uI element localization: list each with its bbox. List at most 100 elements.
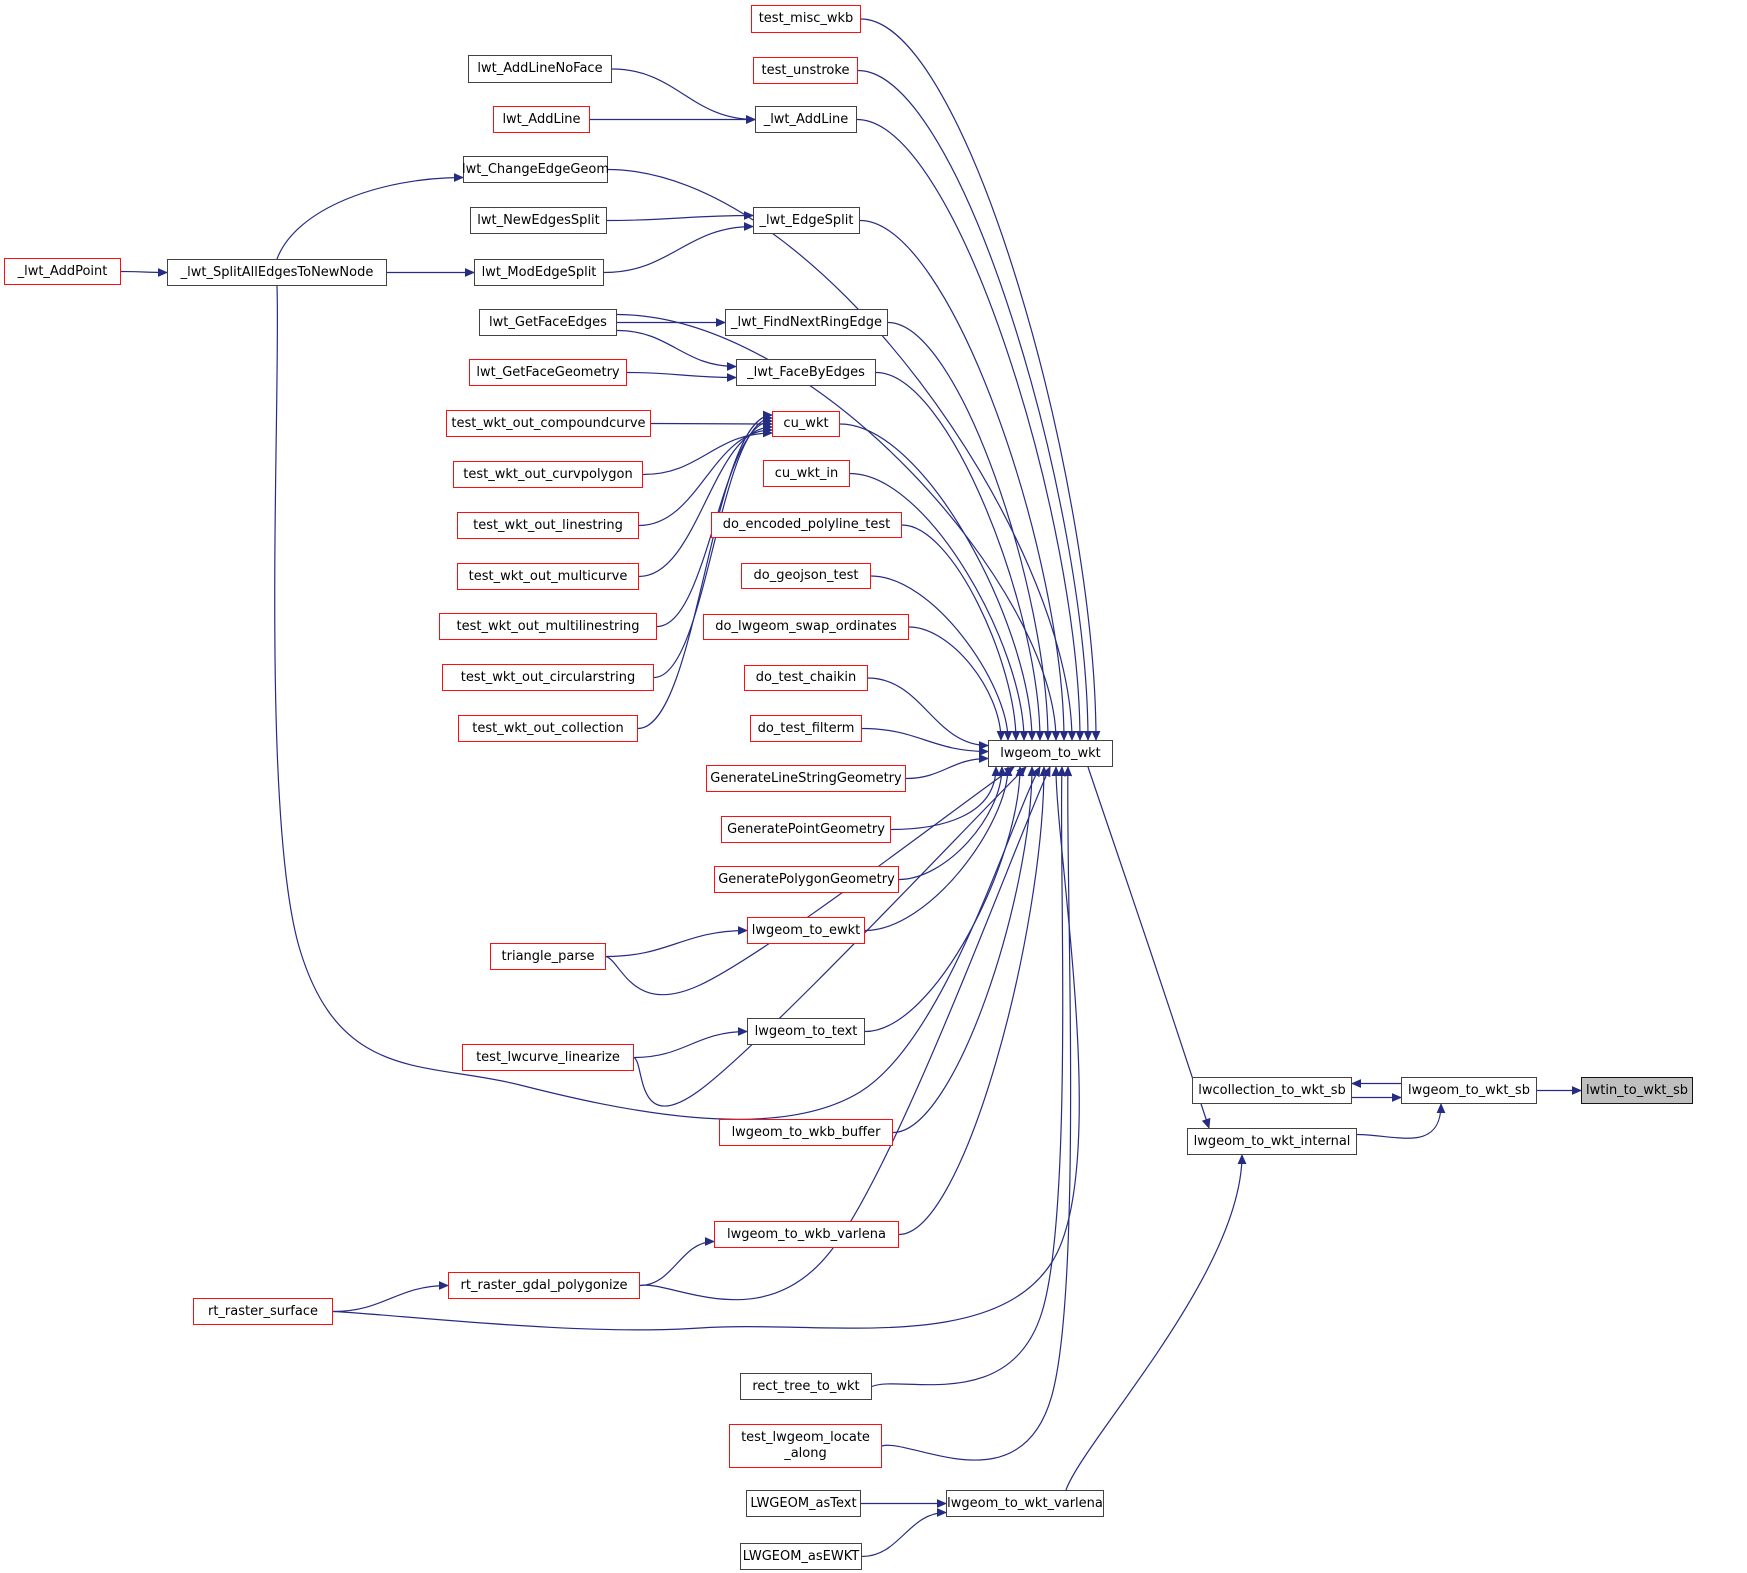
edge-lwgeom_to_wkt_varlena-to-lwgeom_to_wkt_internal [1065,1153,1247,1491]
node-lwcollection_to_wkt_sb[interactable]: lwcollection_to_wkt_sb [1192,1077,1352,1104]
edge-do_test_chaikin-to-lwgeom_to_wkt [867,677,990,750]
node-do_encoded_polyline_test[interactable]: do_encoded_polyline_test [711,512,902,538]
node-lwt_NewEdgesSplit[interactable]: lwt_NewEdgesSplit [470,207,607,234]
node-lwt_AddLineNoFace[interactable]: lwt_AddLineNoFace [468,55,612,83]
edge-do_test_filterm-to-lwgeom_to_wkt [861,727,990,756]
node-do_test_filterm[interactable]: do_test_filterm [750,715,862,742]
node-test_unstroke[interactable]: test_unstroke [753,57,858,84]
edge-_lwt_FindNextRingEdge-to-lwgeom_to_wkt [887,321,1053,742]
node-LWGEOM_asText[interactable]: LWGEOM_asText [746,1490,861,1517]
edge-lwt_GetFaceGeometry-to-_lwt_FaceByEdges [626,371,738,382]
edge-test_lwcurve_linearize-to-lwgeom_to_wkt [633,766,1027,1107]
edge-GeneratePolygonGeometry-to-lwgeom_to_wkt [898,765,1007,881]
edge-rt_raster_surface-to-rt_raster_gdal_polygonize [332,1281,450,1313]
edge-rect_tree_to_wkt-to-lwgeom_to_wkt [871,765,1067,1388]
node-do_lwgeom_swap_ordinates[interactable]: do_lwgeom_swap_ordinates [703,614,909,640]
edge-test_wkt_out_collection-to-cu_wkt [637,410,774,730]
edge-cu_wkt-to-lwgeom_to_wkt [839,423,1037,742]
edge-lwgeom_to_text-to-lwgeom_to_wkt [864,765,1025,1033]
edge-_lwt_SplitAllEdgesToNewNode-to-lwt_ChangeEdgeGeom [276,173,465,260]
edge-GenerateLineStringGeometry-to-lwgeom_to_wkt [905,754,990,780]
node-rect_tree_to_wkt[interactable]: rect_tree_to_wkt [740,1373,872,1400]
edge-LWGEOM_asEWKT-to-lwgeom_to_wkt_varlena [861,1508,948,1558]
edge-lwgeom_to_ewkt-to-lwgeom_to_wkt [864,765,1013,932]
node-lwt_GetFaceEdges[interactable]: lwt_GetFaceEdges [479,309,617,336]
node-do_geojson_test[interactable]: do_geojson_test [741,563,871,589]
node-GeneratePolygonGeometry[interactable]: GeneratePolygonGeometry [714,866,899,893]
edge-cu_wkt_in-to-lwgeom_to_wkt [849,472,1029,742]
node-rt_raster_gdal_polygonize[interactable]: rt_raster_gdal_polygonize [448,1272,640,1299]
node-test_lwgeom_locate_along[interactable]: test_lwgeom_locate _along [729,1424,882,1468]
node-_lwt_AddLine[interactable]: _lwt_AddLine [755,106,857,133]
edge-lwt_ModEdgeSplit-to-_lwt_EdgeSplit [603,222,755,274]
edge-lwgeom_to_wkt_internal-to-lwgeom_to_wkt_sb [1356,1102,1446,1139]
edge-lwt_NewEdgesSplit-to-_lwt_EdgeSplit [606,211,755,222]
node-_lwt_EdgeSplit[interactable]: _lwt_EdgeSplit [753,207,860,234]
edge-lwgeom_to_wkb_varlena-to-lwgeom_to_wkt [898,765,1049,1236]
node-GeneratePointGeometry[interactable]: GeneratePointGeometry [721,816,891,843]
node-lwgeom_to_ewkt[interactable]: lwgeom_to_ewkt [747,917,865,944]
edge-lwt_GetFaceEdges-to-_lwt_FaceByEdges [616,329,738,371]
node-LWGEOM_asEWKT[interactable]: LWGEOM_asEWKT [740,1543,862,1570]
edge-rt_raster_surface-to-lwgeom_to_wkt [332,765,1080,1331]
node-lwt_ModEdgeSplit[interactable]: lwt_ModEdgeSplit [474,259,604,286]
node-_lwt_FaceByEdges[interactable]: _lwt_FaceByEdges [736,359,876,386]
node-lwtin_to_wkt_sb: lwtin_to_wkt_sb [1581,1077,1693,1104]
node-triangle_parse[interactable]: triangle_parse [490,943,606,970]
node-GenerateLineStringGeometry[interactable]: GenerateLineStringGeometry [706,765,906,792]
edge-test_wkt_out_curvpolygon-to-cu_wkt [642,428,774,476]
edge-lwgeom_to_wkb_buffer-to-lwgeom_to_wkt [892,765,1037,1134]
edge-test_lwgeom_locate_along-to-lwgeom_to_wkt [881,765,1073,1461]
node-test_wkt_out_linestring[interactable]: test_wkt_out_linestring [457,512,639,539]
node-cu_wkt[interactable]: cu_wkt [772,411,840,437]
node-lwt_GetFaceGeometry[interactable]: lwt_GetFaceGeometry [469,359,627,386]
edge-triangle_parse-to-lwgeom_to_wkt [605,766,1015,996]
node-do_test_chaikin[interactable]: do_test_chaikin [744,665,868,691]
edge-lwt_ChangeEdgeGeom-to-lwgeom_to_wkt [607,168,1077,742]
edge-_lwt_SplitAllEdgesToNewNode-to-lwgeom_to_wkt [274,285,1041,1120]
edge-triangle_parse-to-lwgeom_to_ewkt [605,926,749,958]
node-lwgeom_to_wkt_internal[interactable]: lwgeom_to_wkt_internal [1187,1128,1357,1155]
edge-test_wkt_out_compoundcurve-to-cu_wkt [650,419,774,429]
edge-test_wkt_out_multicurve-to-cu_wkt [638,422,774,578]
node-lwgeom_to_wkt_sb[interactable]: lwgeom_to_wkt_sb [1401,1077,1537,1104]
edge-test_misc_wkb-to-lwgeom_to_wkt [860,18,1101,742]
node-test_wkt_out_compoundcurve[interactable]: test_wkt_out_compoundcurve [446,410,651,437]
node-cu_wkt_in[interactable]: cu_wkt_in [763,460,850,487]
edge-_lwt_EdgeSplit-to-lwgeom_to_wkt [859,219,1069,742]
edge-_lwt_AddPoint-to-_lwt_SplitAllEdgesToNewNode [120,268,169,277]
edge-lwgeom_to_wkt-to-lwgeom_to_wkt_internal [1087,766,1211,1129]
node-test_wkt_out_circularstring[interactable]: test_wkt_out_circularstring [442,664,654,691]
node-rt_raster_surface[interactable]: rt_raster_surface [193,1298,333,1325]
node-lwgeom_to_text[interactable]: lwgeom_to_text [747,1018,865,1045]
node-test_lwcurve_linearize[interactable]: test_lwcurve_linearize [462,1044,634,1071]
node-test_wkt_out_multicurve[interactable]: test_wkt_out_multicurve [457,563,639,590]
edge-lwt_AddLineNoFace-to-_lwt_AddLine [611,68,757,124]
node-lwt_AddLine[interactable]: lwt_AddLine [493,106,590,133]
node-lwgeom_to_wkt[interactable]: lwgeom_to_wkt [988,740,1113,767]
edge-do_geojson_test-to-lwgeom_to_wkt [870,575,1013,742]
node-lwgeom_to_wkb_varlena[interactable]: lwgeom_to_wkb_varlena [714,1221,899,1248]
edge-do_lwgeom_swap_ordinates-to-lwgeom_to_wkt [908,626,1006,742]
edge-GeneratePointGeometry-to-lwgeom_to_wkt [890,765,1001,831]
node-_lwt_FindNextRingEdge[interactable]: _lwt_FindNextRingEdge [725,309,888,336]
node-lwt_ChangeEdgeGeom[interactable]: lwt_ChangeEdgeGeom [462,156,609,183]
node-test_misc_wkb[interactable]: test_misc_wkb [751,5,861,33]
edge-test_lwcurve_linearize-to-lwgeom_to_text [633,1027,749,1059]
node-lwgeom_to_wkb_buffer[interactable]: lwgeom_to_wkb_buffer [719,1119,893,1146]
edge-test_unstroke-to-lwgeom_to_wkt [857,69,1093,742]
node-_lwt_AddPoint[interactable]: _lwt_AddPoint [4,258,121,285]
edge-lwt_GetFaceEdges-to-lwgeom_to_wkt [616,313,1061,742]
edge-_lwt_AddLine-to-lwgeom_to_wkt [856,118,1085,742]
node-lwgeom_to_wkt_varlena[interactable]: lwgeom_to_wkt_varlena [946,1490,1104,1517]
edge-_lwt_FaceByEdges-to-lwgeom_to_wkt [875,371,1045,742]
node-_lwt_SplitAllEdgesToNewNode[interactable]: _lwt_SplitAllEdgesToNewNode [167,259,387,286]
node-test_wkt_out_curvpolygon[interactable]: test_wkt_out_curvpolygon [453,461,643,488]
edge-rt_raster_gdal_polygonize-to-lwgeom_to_wkb_varlena [639,1237,716,1287]
edge-test_wkt_out_linestring-to-cu_wkt [638,425,774,527]
node-test_wkt_out_collection[interactable]: test_wkt_out_collection [458,715,638,742]
node-test_wkt_out_multilinestring[interactable]: test_wkt_out_multilinestring [439,613,657,640]
edge-do_encoded_polyline_test-to-lwgeom_to_wkt [901,524,1021,742]
